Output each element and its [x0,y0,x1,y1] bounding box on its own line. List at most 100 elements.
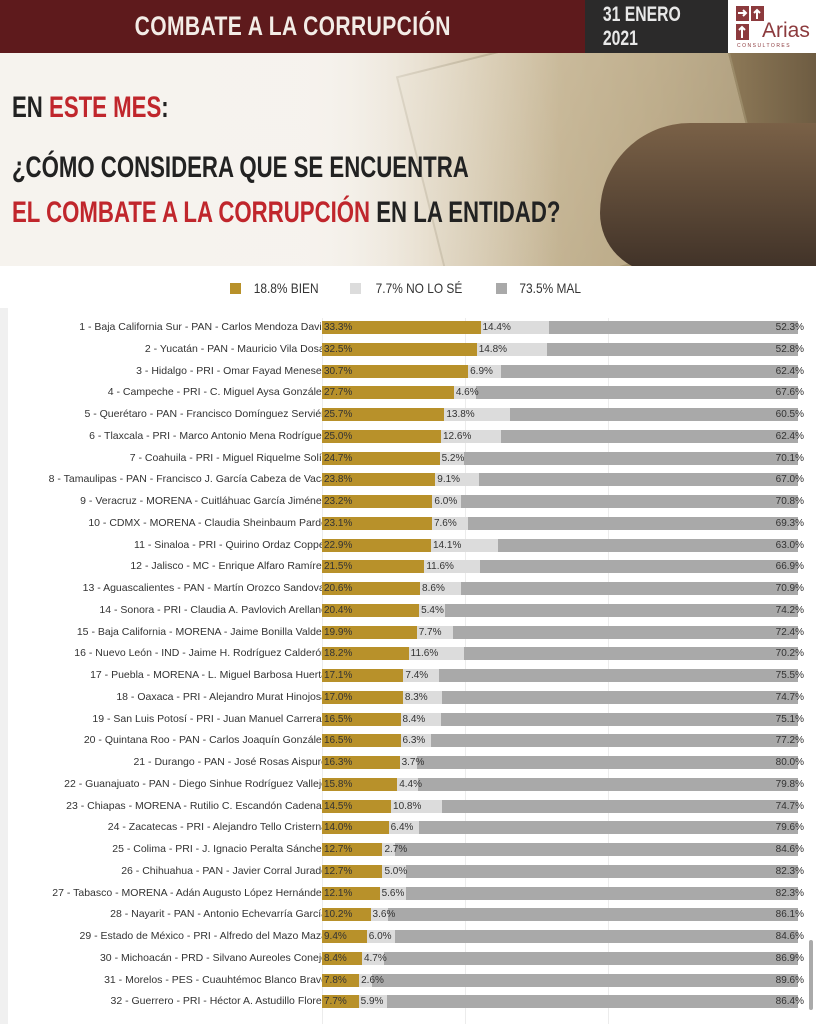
bar-no-lo-se [453,386,476,400]
bar-row: 29 - Estado de México - PRI - Alfredo de… [8,930,816,943]
value-label-no-lo-se: 14.4% [482,322,511,333]
bar-no-lo-se [441,429,501,443]
value-label-no-lo-se: 6.3% [402,735,426,747]
scrollbar[interactable] [809,940,813,1010]
bar-no-lo-se [416,625,454,639]
bar-row: 10 - CDMX - MORENA - Claudia Sheinbaum P… [8,516,816,530]
bar-no-lo-se [379,886,407,900]
bar-mal [387,908,798,922]
value-label-no-lo-se: 9.1% [437,474,461,486]
category-label: 31 - Morelos - PES - Cuauhtémoc Blanco B… [104,973,327,986]
title-bar: COMBATE A LA CORRUPCIÓN [0,0,585,53]
category-label: 16 - Nuevo León - IND - Jaime H. Rodrígu… [74,647,327,660]
bar-mal [463,647,798,661]
bar-bien [322,756,400,769]
value-label-bien: 18.2% [324,648,353,660]
bar-bien [322,908,371,922]
bar-row: 18 - Oaxaca - PRI - Alejandro Murat Hino… [8,690,816,704]
bar-mal [419,821,798,835]
bar-bien [322,799,392,813]
category-label: 28 - Nayarit - PAN - Antonio Echevarría … [110,908,327,921]
value-label-mal: 60.5% [775,409,804,420]
bar-bien [322,516,432,530]
value-label-bien: 17.1% [324,670,353,681]
value-label-bien: 23.8% [324,474,353,486]
bar-no-lo-se [382,843,396,856]
bar-row: 14 - Sonora - PRI - Claudia A. Pavlovich… [8,603,816,617]
value-label-bien: 24.7% [324,452,353,464]
value-label-no-lo-se: 11.6% [410,648,439,660]
bar-no-lo-se [370,908,388,922]
category-label: 5 - Querétaro - PAN - Francisco Domíngue… [84,408,327,420]
value-label-mal: 74.7% [775,800,804,812]
bar-bien [322,647,409,661]
value-label-mal: 74.2% [775,604,804,616]
value-label-no-lo-se: 5.6% [381,887,405,899]
value-label-mal: 84.6% [775,931,804,942]
bar-mal [460,495,798,508]
category-label: 17 - Puebla - MORENA - L. Miguel Barbosa… [90,669,327,681]
category-label: 9 - Veracruz - MORENA - Cuitláhuac Garcí… [80,495,327,507]
bar-no-lo-se [476,342,548,356]
bar-mal [444,603,798,617]
bar-no-lo-se [480,321,550,334]
bar-no-lo-se [431,516,469,530]
category-label: 11 - Sinaloa - PRI - Quirino Ordaz Coppe… [134,538,327,551]
bar-mal [464,451,798,465]
hero-banner: EN ESTE MES: ¿CÓMO CONSIDERA QUE SE ENCU… [0,53,816,266]
bar-no-lo-se [400,734,431,748]
stacked-bar-chart: 1 - Baja California Sur - PAN - Carlos M… [0,308,816,1024]
bar-mal [442,690,798,704]
bar-row: 31 - Morelos - PES - Cuauhtémoc Blanco B… [8,973,816,987]
value-label-bien: 7.8% [324,974,347,986]
value-label-bien: 23.2% [324,496,353,507]
value-label-no-lo-se: 6.4% [390,822,414,834]
category-label: 24 - Zacatecas - PRI - Alejandro Tello C… [107,821,327,834]
bar-mal [478,473,798,487]
category-label: 14 - Sonora - PRI - Claudia A. Pavlovich… [99,603,327,616]
value-label-mal: 86.4% [775,996,804,1008]
category-label: 10 - CDMX - MORENA - Claudia Sheinbaum P… [88,516,327,529]
bar-bien [322,342,477,356]
bar-mal [479,560,798,574]
value-label-no-lo-se: 12.6% [443,430,472,442]
bar-no-lo-se [361,951,385,965]
bar-mal [440,712,798,726]
category-label: 29 - Estado de México - PRI - Alfredo de… [79,930,327,942]
bar-row: 8 - Tamaulipas - PAN - Francisco J. Garc… [8,473,816,487]
bar-bien [322,625,417,639]
bar-row: 11 - Sinaloa - PRI - Quirino Ordaz Coppe… [8,538,816,552]
value-label-mal: 52.3% [775,322,804,333]
bar-row: 16 - Nuevo León - IND - Jaime H. Rodrígu… [8,647,816,661]
value-label-mal: 75.1% [775,713,804,725]
value-label-mal: 66.9% [775,561,804,573]
bar-no-lo-se [366,930,396,943]
bar-mal [406,886,798,900]
bar-no-lo-se [408,647,464,661]
bar-mal [395,930,798,943]
value-label-bien: 32.5% [324,343,353,355]
value-label-bien: 27.7% [324,387,353,399]
bar-bien [322,408,445,421]
hand-image [600,123,816,266]
value-label-no-lo-se: 4.6% [455,387,479,399]
bar-mal [500,429,798,443]
value-label-bien: 16.3% [324,757,353,768]
bar-row: 15 - Baja California - MORENA - Jaime Bo… [8,625,816,639]
value-label-bien: 10.2% [324,909,353,921]
category-label: 25 - Colima - PRI - J. Ignacio Peralta S… [112,843,327,855]
bar-no-lo-se [397,777,419,791]
category-label: 18 - Oaxaca - PRI - Alejandro Murat Hino… [116,690,327,703]
date-box: 31 ENERO 2021 [585,0,728,53]
category-label: 32 - Guerrero - PRI - Héctor A. Astudill… [110,995,328,1008]
bar-row: 7 - Coahuila - PRI - Miguel Riquelme Sol… [8,451,816,465]
value-label-bien: 22.9% [324,539,353,551]
value-label-bien: 9.4% [324,931,347,942]
value-label-mal: 62.4% [775,365,804,377]
bar-row: 19 - San Luis Potosí - PRI - Juan Manuel… [8,712,816,726]
value-label-mal: 67.6% [775,387,804,399]
bar-no-lo-se [439,451,465,465]
value-label-bien: 12.7% [324,865,353,877]
value-label-bien: 12.1% [324,887,353,899]
value-label-bien: 20.4% [324,604,353,616]
